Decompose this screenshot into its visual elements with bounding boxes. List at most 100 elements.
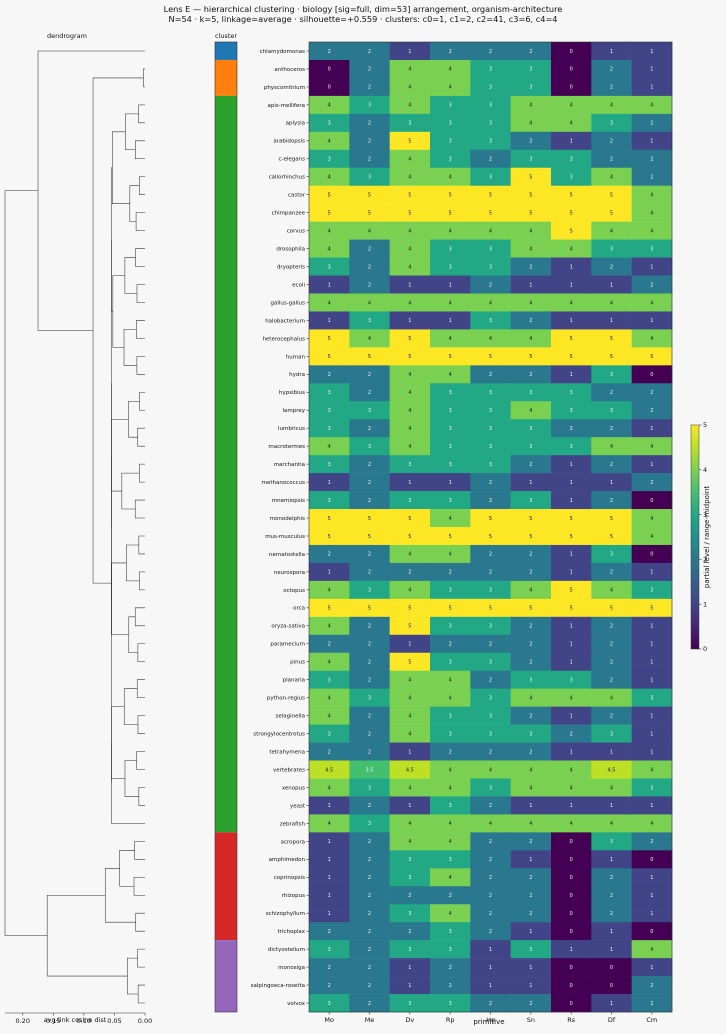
heatmap-cell-label: 5 xyxy=(408,606,411,612)
heatmap-cell-label: 5 xyxy=(489,516,492,522)
heatmap-cell-label: 1 xyxy=(449,318,452,324)
heatmap-cell-label: 2 xyxy=(408,929,411,935)
heatmap-cell-label: 2 xyxy=(489,372,492,378)
heatmap-cell-label: 4 xyxy=(328,785,331,791)
dendrogram-link xyxy=(139,105,145,123)
heatmap-cell-label: 1 xyxy=(570,372,573,378)
heatmap-cell-label: 3 xyxy=(650,785,653,791)
heatmap-cell-label: 4 xyxy=(449,839,452,845)
heatmap-cell-label: 3 xyxy=(449,498,452,504)
heatmap-cell-label: 3 xyxy=(610,731,613,737)
heatmap-cell-label: 3 xyxy=(489,426,492,432)
heatmap-cell-label: 1 xyxy=(328,857,331,863)
row-label: physcomitrium xyxy=(264,85,305,91)
heatmap-cell-label: 3 xyxy=(449,408,452,414)
heatmap-cell-label: 3 xyxy=(368,821,371,827)
heatmap-cell-label: 0 xyxy=(328,67,331,73)
heatmap-cell-label: 3 xyxy=(529,947,532,953)
heatmap-cell-label: 3 xyxy=(610,121,613,127)
heatmap-cell-label: 1 xyxy=(328,893,331,899)
heatmap-cell-label: 4 xyxy=(408,103,411,109)
dendrogram-link xyxy=(135,841,145,859)
heatmap-cell-label: 2 xyxy=(529,139,532,145)
dendrogram-link xyxy=(125,258,137,294)
heatmap-cell-label: 3 xyxy=(529,677,532,683)
dendrogram-link xyxy=(136,913,145,931)
heatmap-cell-label: 4.5 xyxy=(406,767,414,773)
heatmap-cell-label: 3 xyxy=(368,103,371,109)
heatmap-cell-label: 4 xyxy=(529,821,532,827)
heatmap-cell-label: 5 xyxy=(570,606,573,612)
heatmap-cell-label: 3 xyxy=(489,175,492,181)
heatmap-cell-label: 1 xyxy=(650,803,653,809)
row-label: orca xyxy=(293,606,305,612)
heatmap-cell-label: 4 xyxy=(529,767,532,773)
heatmap-cell-label: 0 xyxy=(650,372,653,378)
heatmap-cell-label: 2 xyxy=(610,911,613,917)
heatmap-cell-label: 2 xyxy=(368,372,371,378)
heatmap-cell-label: 1 xyxy=(328,839,331,845)
heatmap-cell-label: 1 xyxy=(610,282,613,288)
heatmap-cell-label: 2 xyxy=(650,839,653,845)
heatmap-cell-label: 2 xyxy=(650,175,653,181)
heatmap-cell-label: 2 xyxy=(610,713,613,719)
dendrogram-link xyxy=(138,428,145,446)
heatmap-cell-label: 1 xyxy=(650,642,653,648)
heatmap-cell-label: 5 xyxy=(328,606,331,612)
heatmap-cell-label: 2 xyxy=(610,85,613,91)
cluster-block-c0 xyxy=(215,42,237,60)
heatmap-cell-label: 5 xyxy=(529,354,532,360)
heatmap-cell-label: 4 xyxy=(328,175,331,181)
heatmap-cell-label: 3 xyxy=(489,624,492,630)
heatmap-cell-label: 2 xyxy=(650,480,653,486)
heatmap-cell-label: 3 xyxy=(328,157,331,163)
heatmap-cell-label: 5 xyxy=(610,516,613,522)
heatmap-cell-label: 3 xyxy=(408,875,411,881)
dendrogram-link xyxy=(137,356,145,374)
heatmap-cell-label: 4 xyxy=(449,228,452,234)
heatmap-cell-label: 4 xyxy=(610,103,613,109)
dendrogram-link xyxy=(135,608,145,626)
heatmap-cell-label: 4 xyxy=(570,767,573,773)
heatmap-cell-label: 2 xyxy=(489,749,492,755)
heatmap-cell-label: 1 xyxy=(408,983,411,989)
heatmap-cell-label: 3 xyxy=(529,444,532,450)
dendrogram-link xyxy=(113,276,125,348)
heatmap-cell-label: 1 xyxy=(610,857,613,863)
heatmap-cell-label: 1 xyxy=(610,49,613,55)
heatmap-cell-label: 4 xyxy=(408,372,411,378)
row-label: amphimedon xyxy=(269,857,306,863)
heatmap-cell-label: 3 xyxy=(489,713,492,719)
dendrogram-link xyxy=(139,787,145,805)
heatmap-cell-label: 4 xyxy=(368,336,371,342)
heatmap-cell-label: 2 xyxy=(610,570,613,576)
heatmap-cell-label: 2 xyxy=(489,49,492,55)
heatmap-cell-label: 2 xyxy=(368,857,371,863)
heatmap-cell-label: 2 xyxy=(529,624,532,630)
heatmap-cell-label: 4 xyxy=(408,264,411,270)
heatmap-cell-label: 1 xyxy=(408,480,411,486)
heatmap-cell-label: 2 xyxy=(368,911,371,917)
heatmap-cell-label: 5 xyxy=(449,210,452,216)
heatmap-cell-label: 1 xyxy=(650,713,653,719)
cluster-block-c1 xyxy=(215,60,237,96)
heatmap-cell-label: 0 xyxy=(610,983,613,989)
heatmap-cell-label: 4 xyxy=(449,552,452,558)
heatmap-cell-label: 4 xyxy=(529,103,532,109)
heatmap-cell-label: 1 xyxy=(328,875,331,881)
row-label: salpingoeca-rosetta xyxy=(251,983,305,989)
heatmap-cell-label: 5 xyxy=(449,354,452,360)
heatmap-cell-label: 2 xyxy=(529,893,532,899)
heatmap-cell-label: 2 xyxy=(570,426,573,432)
dendrogram-link xyxy=(136,249,145,267)
heatmap-cell-label: 2 xyxy=(610,390,613,396)
heatmap-cell-label: 3 xyxy=(449,803,452,809)
heatmap-cell-label: 5 xyxy=(408,624,411,630)
heatmap-cell-label: 3 xyxy=(489,246,492,252)
heatmap-cell-label: 3 xyxy=(449,462,452,468)
heatmap-cell-label: 2 xyxy=(368,390,371,396)
heatmap-cell-label: 4 xyxy=(408,390,411,396)
heatmap-cell-label: 3 xyxy=(610,552,613,558)
heatmap-cell-label: 4 xyxy=(449,175,452,181)
heatmap-cell-label: 4 xyxy=(408,85,411,91)
